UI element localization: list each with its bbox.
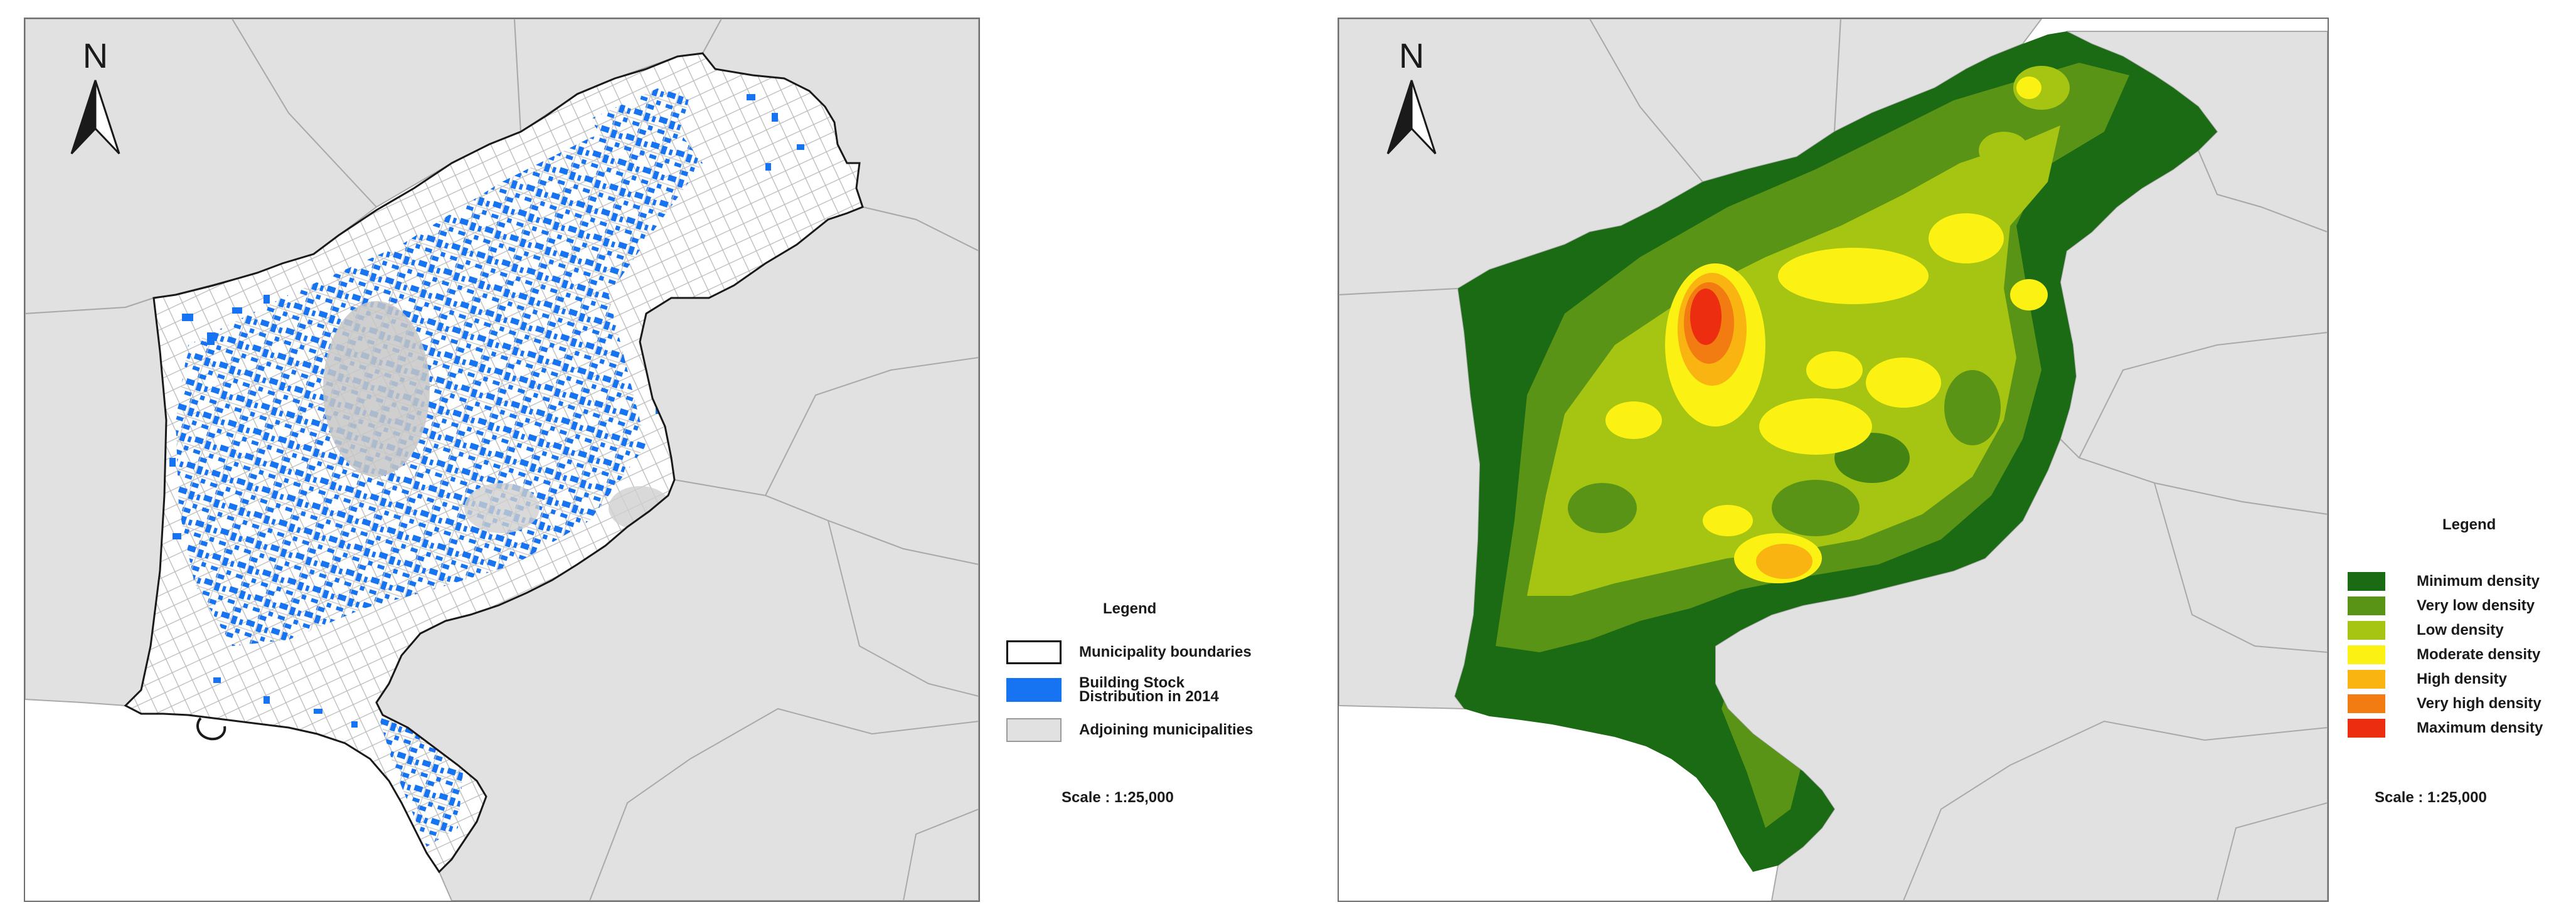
legend-swatch xyxy=(1006,678,1062,702)
right-legend-item-low: Low density xyxy=(2348,620,2504,641)
legend-label: Very high density xyxy=(2417,695,2541,712)
legend-swatch xyxy=(2348,694,2385,713)
legend-label: Very low density xyxy=(2417,597,2535,614)
adjoining-boundaries xyxy=(589,357,979,901)
legend-label: Low density xyxy=(2417,622,2504,639)
legend-label: Moderate density xyxy=(2417,646,2541,663)
density-map: N xyxy=(1339,19,2328,901)
north-label: N xyxy=(1399,36,1424,75)
legend-swatch xyxy=(2348,670,2385,689)
legend-label: Minimum density xyxy=(2417,573,2540,590)
legend-swatch xyxy=(2348,645,2385,664)
left-legend-item-municipality: Municipality boundaries xyxy=(1006,640,1252,665)
municipality-boundary xyxy=(124,52,864,874)
right-legend-title: Legend xyxy=(2442,516,2496,533)
left-legend-title: Legend xyxy=(1103,600,1157,617)
right-legend-item-moderate: Moderate density xyxy=(2348,644,2540,665)
right-legend-item-very-low: Very low density xyxy=(2348,595,2535,617)
legend-label: Maximum density xyxy=(2417,719,2543,736)
north-arrow-icon: N xyxy=(1386,36,1437,155)
right-map-frame: N xyxy=(1338,18,2329,902)
legend-label: Adjoining municipalities xyxy=(1079,721,1253,738)
right-legend-item-minimum: Minimum density xyxy=(2348,571,2540,592)
adjoining-boundaries xyxy=(1903,332,2328,901)
north-arrow-icon: N xyxy=(70,36,120,155)
legend-label: High density xyxy=(2417,670,2508,687)
north-label: N xyxy=(83,36,108,75)
left-legend-item-buildings: Building Stock Distribution in 2014 xyxy=(1006,674,1267,705)
legend-swatch xyxy=(2348,572,2385,591)
left-scale-text: Scale : 1:25,000 xyxy=(1062,789,1174,806)
legend-label: Building Stock Distribution in 2014 xyxy=(1079,674,1219,705)
right-legend-item-maximum: Maximum density xyxy=(2348,718,2543,739)
left-legend-item-adjoining: Adjoining municipalities xyxy=(1006,718,1253,743)
building-stock-map: N xyxy=(25,19,979,901)
adjoining-municipalities xyxy=(25,19,979,901)
legend-swatch xyxy=(1006,640,1062,664)
legend-swatch xyxy=(2348,596,2385,615)
legend-swatch xyxy=(2348,719,2385,738)
right-legend-item-very-high: Very high density xyxy=(2348,693,2541,714)
legend-swatch xyxy=(2348,621,2385,640)
legend-swatch xyxy=(1006,718,1062,742)
legend-label: Municipality boundaries xyxy=(1079,644,1252,660)
right-scale-text: Scale : 1:25,000 xyxy=(2375,789,2487,806)
coastal-hook xyxy=(196,717,226,741)
right-legend-item-high: High density xyxy=(2348,669,2507,690)
left-map-frame: N xyxy=(24,18,980,902)
